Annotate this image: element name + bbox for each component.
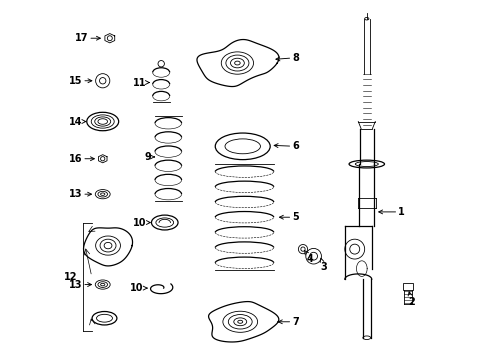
Text: 4: 4 xyxy=(304,251,313,264)
Circle shape xyxy=(344,239,364,259)
Ellipse shape xyxy=(104,242,112,249)
Ellipse shape xyxy=(96,236,120,255)
Text: 13: 13 xyxy=(68,280,91,289)
Ellipse shape xyxy=(151,215,178,230)
Ellipse shape xyxy=(355,162,378,167)
Ellipse shape xyxy=(362,336,370,339)
Ellipse shape xyxy=(101,283,104,286)
Ellipse shape xyxy=(91,115,114,128)
Text: 15: 15 xyxy=(68,76,92,86)
Circle shape xyxy=(96,74,110,88)
Circle shape xyxy=(300,247,305,251)
Bar xyxy=(403,283,412,290)
Ellipse shape xyxy=(100,239,116,252)
Text: 11: 11 xyxy=(132,77,149,87)
Ellipse shape xyxy=(98,192,107,197)
Ellipse shape xyxy=(101,193,104,195)
Text: 2: 2 xyxy=(407,292,414,307)
Text: 10: 10 xyxy=(130,283,147,293)
Text: 10: 10 xyxy=(133,217,150,228)
Circle shape xyxy=(305,248,321,264)
Text: 17: 17 xyxy=(75,33,100,43)
Ellipse shape xyxy=(96,314,112,322)
Text: 13: 13 xyxy=(68,189,91,199)
Text: 8: 8 xyxy=(275,53,299,63)
Text: 9: 9 xyxy=(144,152,154,162)
Circle shape xyxy=(309,252,317,260)
Ellipse shape xyxy=(95,190,110,199)
Ellipse shape xyxy=(86,112,119,131)
Text: 1: 1 xyxy=(378,207,404,217)
Ellipse shape xyxy=(92,311,117,325)
Circle shape xyxy=(298,244,307,254)
Ellipse shape xyxy=(224,139,260,154)
Ellipse shape xyxy=(156,218,173,227)
Ellipse shape xyxy=(98,119,107,124)
Text: 14: 14 xyxy=(68,117,85,126)
Text: 16: 16 xyxy=(68,154,94,164)
Circle shape xyxy=(100,77,106,84)
Text: 5: 5 xyxy=(279,212,299,222)
Text: 6: 6 xyxy=(274,141,299,151)
Ellipse shape xyxy=(95,280,110,289)
Ellipse shape xyxy=(348,160,384,168)
Ellipse shape xyxy=(98,282,107,287)
Text: 3: 3 xyxy=(319,258,326,272)
Circle shape xyxy=(158,60,164,67)
Text: 12: 12 xyxy=(64,273,78,283)
Ellipse shape xyxy=(364,18,368,20)
Text: 7: 7 xyxy=(278,317,299,327)
Ellipse shape xyxy=(95,117,110,126)
Ellipse shape xyxy=(215,133,270,159)
